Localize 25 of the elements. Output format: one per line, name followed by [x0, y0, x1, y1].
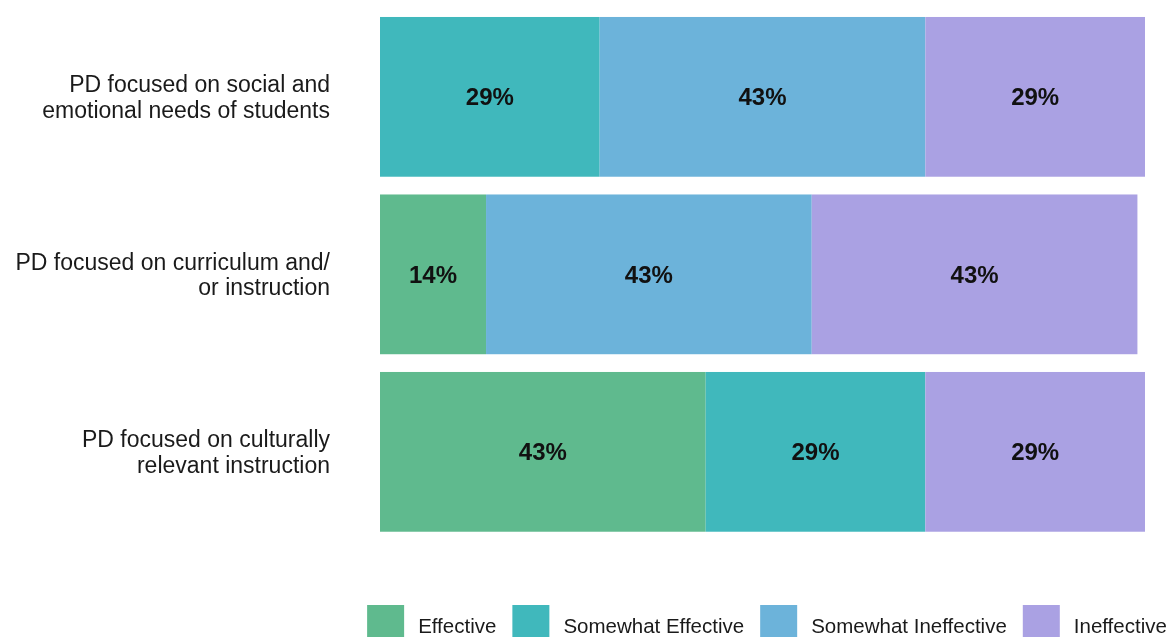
bar	[486, 194, 812, 355]
legend-label: Effective	[418, 613, 497, 637]
y-tick-label: PD focused on curriculum and/or instruction	[15, 248, 331, 301]
data-label: 43%	[624, 260, 673, 288]
bar	[380, 371, 706, 532]
bar	[925, 16, 1145, 177]
bar	[380, 194, 487, 355]
bar	[811, 194, 1138, 355]
legend-label: Somewhat Effective	[563, 613, 745, 637]
legend-label: Somewhat Ineffective	[811, 613, 1007, 637]
data-label: 43%	[950, 260, 999, 288]
data-label: 29%	[791, 438, 840, 466]
data-label: 43%	[738, 83, 787, 111]
data-label: 43%	[518, 438, 567, 466]
data-label: 29%	[465, 83, 514, 111]
y-tick-label: PD focused on culturally relevant instruction	[81, 426, 331, 478]
data-label: 29%	[1011, 83, 1060, 111]
bar	[599, 16, 926, 177]
data-label: 29%	[1011, 438, 1060, 466]
bar	[380, 16, 600, 177]
bar	[705, 371, 926, 532]
y-tick-label: PD focused on social and emotional needs of students	[42, 71, 330, 123]
data-label: 14%	[409, 260, 458, 288]
legend-label: Ineffective	[1073, 613, 1167, 637]
bar	[925, 371, 1145, 532]
